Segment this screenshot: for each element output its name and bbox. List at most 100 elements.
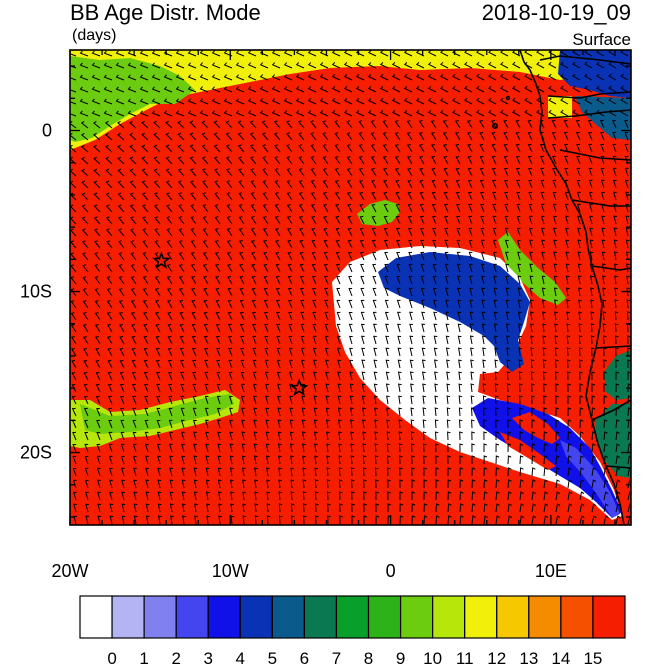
wind-barb <box>71 384 77 393</box>
wind-barb <box>287 240 293 249</box>
wind-barb <box>555 479 560 489</box>
wind-barb <box>409 323 413 333</box>
wind-barb <box>612 179 617 189</box>
wind-barb <box>504 239 509 249</box>
wind-barb <box>591 395 596 405</box>
wind-barb <box>540 167 545 177</box>
wind-barb <box>419 192 425 201</box>
wind-barb <box>189 156 197 165</box>
wind-barb <box>265 419 270 429</box>
wind-barb <box>314 479 319 489</box>
wind-barb <box>286 168 293 177</box>
wind-barb <box>613 203 617 213</box>
wind-barb <box>193 491 198 501</box>
wind-barb <box>288 299 293 309</box>
wind-barb <box>516 203 521 213</box>
wind-barb <box>214 204 221 213</box>
wind-barb <box>476 50 485 57</box>
wind-barb <box>515 120 521 129</box>
wind-barb <box>175 98 185 105</box>
wind-barb <box>415 74 425 81</box>
wind-barb <box>370 144 377 153</box>
wind-barb <box>575 131 581 141</box>
wind-barb <box>109 479 113 489</box>
wind-barb <box>133 467 137 477</box>
wind-barb <box>71 336 77 345</box>
wind-barb <box>576 180 581 189</box>
wind-barb <box>494 335 498 345</box>
wind-barb <box>565 227 569 237</box>
wind-barb <box>480 191 485 201</box>
wind-barb <box>287 228 293 237</box>
wind-barb <box>129 156 137 165</box>
wind-barb <box>115 62 125 69</box>
wind-barb <box>458 407 463 417</box>
wind-barb <box>276 371 281 381</box>
wind-barb <box>155 347 161 357</box>
wind-barb <box>153 180 161 189</box>
wind-barb <box>627 383 631 393</box>
wind-barb <box>168 431 173 441</box>
wind-barb <box>277 383 281 393</box>
wind-barb <box>427 50 437 57</box>
wind-barb <box>431 204 437 213</box>
wind-barb <box>503 167 509 177</box>
wind-barb <box>71 372 77 381</box>
wind-barb <box>144 384 149 393</box>
wind-barb <box>603 491 609 501</box>
wind-barb <box>358 156 365 165</box>
wind-barb <box>311 239 317 249</box>
wind-barb <box>495 479 500 489</box>
wind-barb <box>73 503 77 513</box>
wind-barb <box>271 50 281 57</box>
wind-barb <box>298 132 305 141</box>
wind-barb <box>275 263 281 273</box>
wind-barb <box>250 192 257 201</box>
colorbar-swatch <box>111 595 145 639</box>
wind-barb <box>481 275 485 285</box>
wind-barb <box>139 74 149 81</box>
wind-barb <box>518 335 522 345</box>
wind-barb <box>442 132 449 141</box>
wind-barb <box>202 180 209 189</box>
wind-barb <box>554 359 559 369</box>
wind-barb <box>129 144 137 153</box>
wind-barb <box>163 110 173 117</box>
wind-barb <box>603 419 608 429</box>
wind-barb <box>543 455 548 465</box>
wind-barb <box>109 503 114 513</box>
wind-barb <box>527 155 533 165</box>
wind-barb <box>211 98 221 105</box>
wind-barb <box>480 203 485 213</box>
wind-barb <box>385 323 389 333</box>
wind-barb <box>456 251 461 261</box>
wind-barb <box>567 407 572 417</box>
wind-barb <box>252 335 257 345</box>
wind-barb <box>301 431 306 441</box>
wind-barb <box>504 227 509 237</box>
wind-barb <box>494 383 499 393</box>
wind-barb <box>165 168 173 177</box>
wind-barb <box>167 288 173 297</box>
wind-barb <box>190 192 197 201</box>
wind-barb <box>564 203 569 213</box>
wind-barb <box>543 515 549 525</box>
wind-barb <box>300 323 305 333</box>
wind-barb <box>165 192 173 201</box>
wind-barb <box>427 61 437 69</box>
wind-barb <box>262 156 269 165</box>
wind-barb <box>367 110 377 117</box>
wind-barb <box>252 359 257 369</box>
wind-barb <box>251 288 257 297</box>
wind-barb <box>602 275 606 285</box>
wind-barb <box>70 300 77 309</box>
wind-barb <box>252 347 257 357</box>
wind-barb <box>286 180 293 189</box>
wind-barb <box>483 467 488 477</box>
wind-barb <box>555 455 560 465</box>
wind-barb <box>518 359 523 369</box>
wind-barb <box>205 419 209 429</box>
wind-barb <box>493 323 498 333</box>
wind-barb <box>118 228 125 237</box>
wind-barb <box>277 419 282 429</box>
